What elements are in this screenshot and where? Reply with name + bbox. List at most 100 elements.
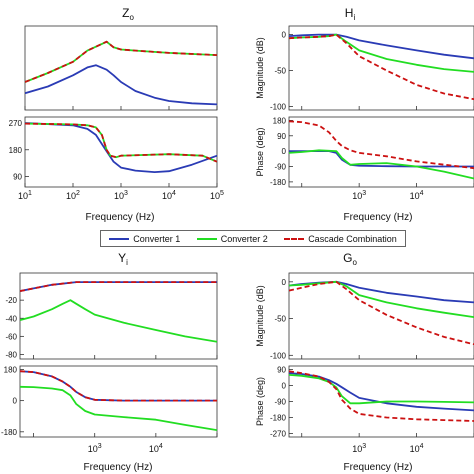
chart-hi-phase-ytick-label: 90 — [277, 132, 286, 141]
chart-yi-phase-panel: 180 0 -180 — [1, 365, 218, 438]
chart-go-xtick-label: 104 — [410, 443, 424, 454]
chart-go: Go 0 -50 -100 Magnitude (dB) 90 0 -90 -180 -270 Ph… — [255, 251, 474, 473]
chart-yi-title-main: Y — [118, 251, 126, 265]
chart-go-title-main: G — [343, 251, 352, 265]
chart-zo-xtick-label: 103 — [114, 190, 128, 201]
chart-yi-magnitude-ytick-label: -20 — [5, 296, 17, 305]
chart-hi-phase-line-converter-2 — [289, 149, 474, 180]
legend-label-converter-2: Converter 2 — [220, 233, 268, 244]
chart-zo-magnitude-series-group — [25, 40, 217, 106]
chart-zo-phase-series-group — [25, 122, 217, 173]
chart-go-xtick-exp: 4 — [420, 443, 424, 450]
chart-zo-xtick-base: 10 — [18, 191, 28, 201]
chart-go-magnitude-series-group — [289, 280, 474, 346]
chart-hi-phase-line-cascade-combination — [289, 120, 474, 170]
chart-yi-xtick-base: 10 — [149, 444, 159, 454]
chart-hi-phase-ytick-label: 180 — [273, 116, 287, 125]
chart-go-phase-panel: 90 0 -90 -180 -270 Phase (deg) — [255, 366, 474, 438]
chart-yi-magnitude-line-cascade-combination — [20, 281, 217, 292]
chart-yi-xtick-exp: 3 — [98, 443, 102, 450]
chart-hi-magnitude-ytick-label: -100 — [270, 102, 287, 111]
chart-hi-magnitude-ytick-label: -50 — [274, 67, 286, 76]
chart-zo-xtick-base: 10 — [66, 191, 76, 201]
chart-zo-phase-ytick-label: 180 — [9, 146, 23, 155]
chart-go-phase-ytick-label: -270 — [270, 429, 287, 438]
chart-yi-phase-ytick-label: -180 — [1, 428, 18, 437]
chart-yi-xtick-exp: 4 — [159, 443, 163, 450]
chart-hi-magnitude-series-group — [289, 33, 474, 101]
chart-yi-xtick-label: 103 — [88, 443, 102, 454]
chart-zo-phase-ytick-label: 90 — [13, 173, 22, 182]
chart-yi-magnitude-panel: -20 -40 -60 -80 — [5, 272, 218, 360]
chart-yi-phase-ytick-label: 180 — [4, 365, 18, 374]
chart-hi-xtick-base: 10 — [410, 191, 420, 201]
chart-hi-magnitude-line-converter-1 — [289, 33, 474, 60]
chart-hi-magnitude-ytick-label: 0 — [282, 31, 287, 40]
chart-yi-magnitude-axes — [19, 272, 218, 360]
chart-zo-phase-panel: 270 180 90 — [9, 116, 218, 188]
chart-go-magnitude-axes — [288, 272, 474, 360]
legend-item-converter-2: Converter 2 — [196, 233, 268, 244]
chart-hi-magnitude-panel: 0 -50 -100 Magnitude (dB) — [255, 25, 474, 111]
chart-yi-xlabel: Frequency (Hz) — [84, 462, 153, 473]
legend: Converter 1 Converter 2 Cascade Combinat… — [100, 230, 406, 247]
chart-hi-phase-panel: 180 90 0 -90 -180 Phase (deg) — [255, 116, 474, 188]
chart-yi-magnitude-series-group — [20, 281, 217, 343]
legend-swatch-cascade — [284, 237, 305, 240]
chart-yi-title-sub: i — [126, 258, 128, 267]
chart-zo-xtick-exp: 4 — [172, 190, 176, 197]
chart-zo-xtick-label: 104 — [162, 190, 176, 201]
chart-yi-phase-ytick-label: 0 — [13, 397, 18, 406]
legend-swatch-converter-1 — [109, 237, 130, 240]
chart-hi-title: Hi — [345, 6, 356, 22]
chart-yi-magnitude-ytick-label: -80 — [5, 350, 17, 359]
chart-zo-xtick-base: 10 — [114, 191, 124, 201]
chart-yi-title: Yi — [118, 251, 128, 267]
legend-item-converter-1: Converter 1 — [109, 234, 180, 244]
chart-go-magnitude-ylabel: Magnitude (dB) — [255, 285, 265, 347]
chart-zo-magnitude-axes — [24, 25, 218, 111]
chart-zo-xtick-exp: 5 — [220, 190, 224, 197]
chart-zo-xtick-exp: 3 — [124, 190, 128, 197]
chart-hi: Hi 0 -50 -100 Magnitude (dB) 180 90 0 -90 -180 Pha… — [255, 6, 474, 223]
chart-go-phase-ytick-label: -180 — [270, 413, 287, 422]
chart-hi-xtick-label: 104 — [410, 190, 424, 201]
chart-go-xtick-exp: 3 — [362, 443, 366, 450]
chart-go-magnitude-ytick-label: -50 — [274, 315, 286, 324]
chart-zo-magnitude-line-cascade-combination — [25, 40, 217, 83]
chart-hi-xtick-exp: 3 — [362, 190, 366, 197]
chart-hi-title-sub: i — [353, 13, 355, 22]
chart-hi-xtick-label: 103 — [352, 190, 366, 201]
chart-hi-phase-ytick-label: 0 — [282, 147, 287, 156]
chart-zo-magnitude-line-converter-1 — [25, 64, 217, 106]
chart-hi-phase-ytick-label: -180 — [270, 178, 287, 187]
chart-yi-magnitude-line-converter-2 — [20, 299, 217, 343]
chart-zo-magnitude-panel — [24, 25, 218, 111]
chart-go-phase-line-cascade-combination — [289, 370, 474, 422]
chart-yi-magnitude-ytick-label: -40 — [5, 314, 17, 323]
legend-label-cascade: Cascade Combination — [308, 233, 397, 244]
chart-go-phase-ylabel: Phase (deg) — [255, 377, 265, 426]
chart-go-xtick-base: 10 — [410, 444, 420, 454]
chart-go-phase-ytick-label: 90 — [277, 366, 286, 375]
chart-zo-xtick-exp: 1 — [28, 190, 32, 197]
chart-hi-xlabel: Frequency (Hz) — [344, 212, 413, 223]
chart-zo-title: Zo — [122, 6, 134, 22]
chart-zo-xlabel: Frequency (Hz) — [86, 212, 155, 223]
chart-hi-phase-ylabel: Phase (deg) — [255, 127, 265, 176]
chart-go-xtick-label: 103 — [352, 443, 366, 454]
chart-go-magnitude-line-converter-2 — [289, 280, 474, 318]
chart-go-magnitude-line-cascade-combination — [289, 280, 474, 346]
legend-item-cascade: Cascade Combination — [284, 234, 397, 244]
chart-hi-phase-series-group — [289, 120, 474, 180]
chart-zo-xtick-exp: 2 — [76, 190, 80, 197]
chart-hi-magnitude-line-cascade-combination — [289, 33, 474, 101]
chart-yi-phase-line-cascade-combination — [20, 370, 217, 402]
chart-go-phase-line-converter-2 — [289, 374, 474, 405]
chart-zo-phase-axes — [24, 116, 218, 188]
chart-zo-xtick-base: 10 — [210, 191, 220, 201]
chart-go-title-sub: o — [352, 258, 357, 267]
chart-hi-title-main: H — [345, 6, 354, 20]
